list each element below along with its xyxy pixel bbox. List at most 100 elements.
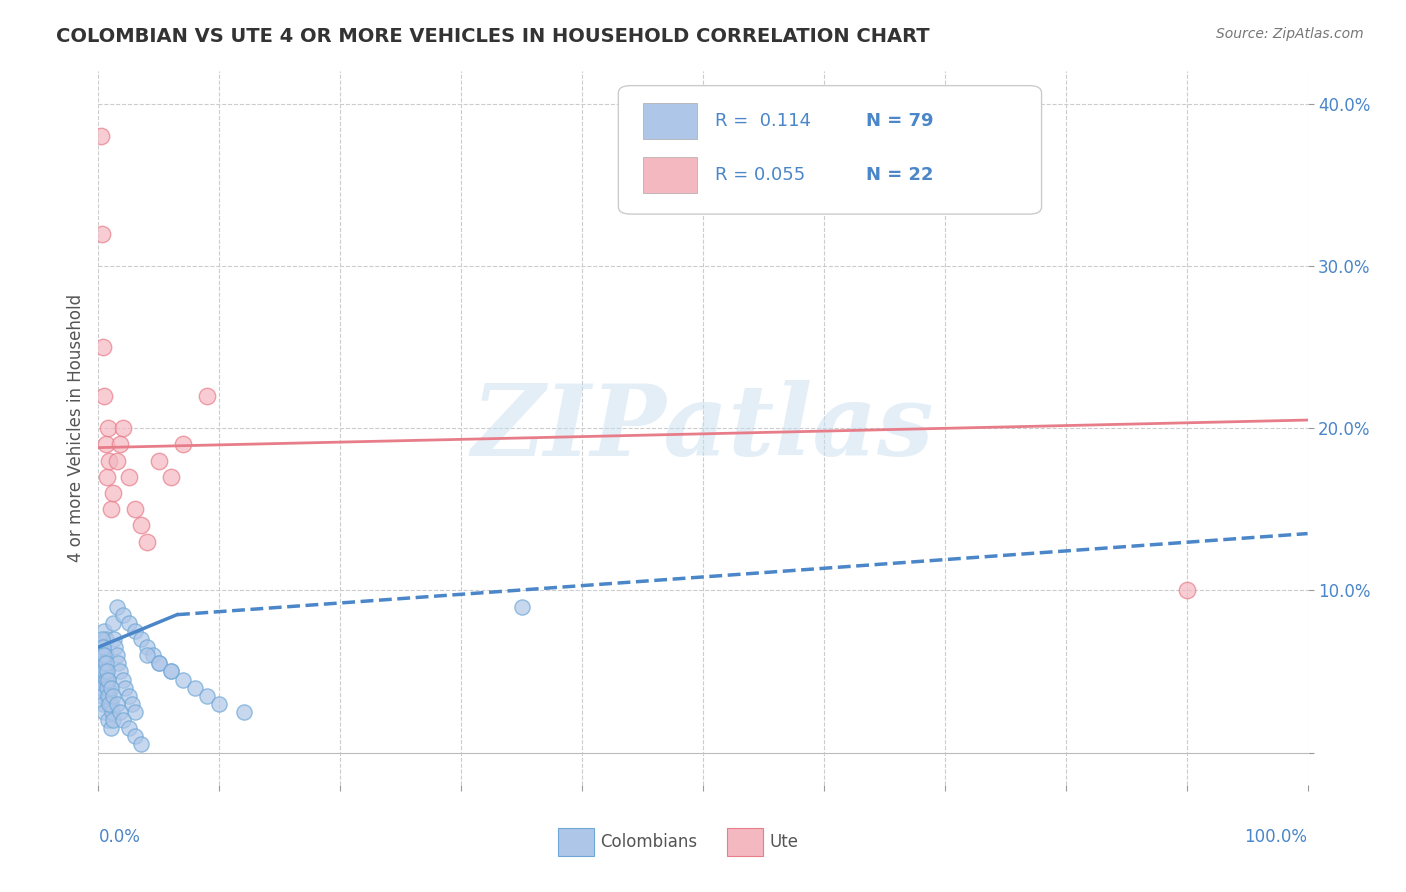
Point <box>93 657 115 671</box>
Point <box>96 665 118 679</box>
Point <box>91 648 114 663</box>
Point <box>105 697 128 711</box>
Point <box>91 665 114 679</box>
Point <box>118 689 141 703</box>
Point <box>93 648 115 663</box>
Point <box>107 657 129 671</box>
Point <box>100 697 122 711</box>
Point <box>93 624 115 638</box>
Text: 0.0%: 0.0% <box>98 828 141 846</box>
Point <box>124 502 146 516</box>
Point <box>135 640 157 654</box>
Point <box>104 640 127 654</box>
Point <box>108 437 131 451</box>
Point <box>100 705 122 719</box>
Point <box>103 632 125 646</box>
Point <box>105 599 128 614</box>
Point <box>510 599 533 614</box>
Point <box>114 681 136 695</box>
Point <box>97 421 120 435</box>
Point <box>101 689 124 703</box>
Point <box>96 689 118 703</box>
Point <box>111 607 134 622</box>
Point <box>94 632 117 646</box>
Point <box>105 453 128 467</box>
Text: Ute: Ute <box>769 833 799 851</box>
Point <box>91 689 114 703</box>
Point <box>108 665 131 679</box>
Point <box>93 389 115 403</box>
Point <box>90 673 112 687</box>
Point <box>97 689 120 703</box>
Point <box>94 657 117 671</box>
Y-axis label: 4 or more Vehicles in Household: 4 or more Vehicles in Household <box>66 294 84 562</box>
Text: 100.0%: 100.0% <box>1244 828 1308 846</box>
Point <box>118 615 141 630</box>
Point <box>91 697 114 711</box>
Point <box>97 713 120 727</box>
Point <box>129 518 152 533</box>
Point <box>93 665 115 679</box>
Point <box>129 738 152 752</box>
Point <box>195 389 218 403</box>
Point <box>97 697 120 711</box>
Text: N = 22: N = 22 <box>866 166 934 184</box>
Point <box>94 648 117 663</box>
Point <box>208 697 231 711</box>
Point <box>105 648 128 663</box>
Point <box>160 470 183 484</box>
Point <box>97 673 120 687</box>
Point <box>160 665 183 679</box>
Text: COLOMBIAN VS UTE 4 OR MORE VEHICLES IN HOUSEHOLD CORRELATION CHART: COLOMBIAN VS UTE 4 OR MORE VEHICLES IN H… <box>56 27 929 45</box>
Point <box>96 470 118 484</box>
Text: Colombians: Colombians <box>600 833 697 851</box>
FancyBboxPatch shape <box>619 86 1042 214</box>
Point <box>118 470 141 484</box>
Point <box>90 681 112 695</box>
Point <box>124 729 146 743</box>
Point <box>96 673 118 687</box>
Point <box>121 697 143 711</box>
Point <box>148 453 170 467</box>
Point <box>111 421 134 435</box>
Point <box>98 453 121 467</box>
Point <box>148 657 170 671</box>
Point <box>93 657 115 671</box>
Point <box>111 673 134 687</box>
Point <box>129 632 152 646</box>
Bar <box>643 103 697 139</box>
Point <box>142 648 165 663</box>
Point <box>232 705 254 719</box>
Text: ZIPatlas: ZIPatlas <box>472 380 934 476</box>
Text: R =  0.114: R = 0.114 <box>716 112 811 130</box>
Point <box>100 681 122 695</box>
Point <box>94 437 117 451</box>
Point <box>124 624 146 638</box>
Point <box>195 689 218 703</box>
Point <box>91 665 114 679</box>
Point <box>118 721 141 735</box>
Point <box>148 657 170 671</box>
Point <box>96 681 118 695</box>
Point <box>91 632 114 646</box>
Point <box>100 721 122 735</box>
Point <box>91 673 114 687</box>
Point <box>91 640 114 654</box>
Point <box>101 486 124 500</box>
Point <box>91 648 114 663</box>
Point <box>94 665 117 679</box>
Point <box>1175 583 1198 598</box>
Point <box>100 502 122 516</box>
Point <box>97 681 120 695</box>
Text: N = 79: N = 79 <box>866 112 934 130</box>
Point <box>91 640 114 654</box>
Point <box>98 689 121 703</box>
Text: Source: ZipAtlas.com: Source: ZipAtlas.com <box>1216 27 1364 41</box>
Point <box>172 673 194 687</box>
Point <box>91 340 114 354</box>
Point <box>160 665 183 679</box>
Point <box>101 713 124 727</box>
Point <box>91 227 114 241</box>
Text: R = 0.055: R = 0.055 <box>716 166 806 184</box>
Point <box>135 534 157 549</box>
